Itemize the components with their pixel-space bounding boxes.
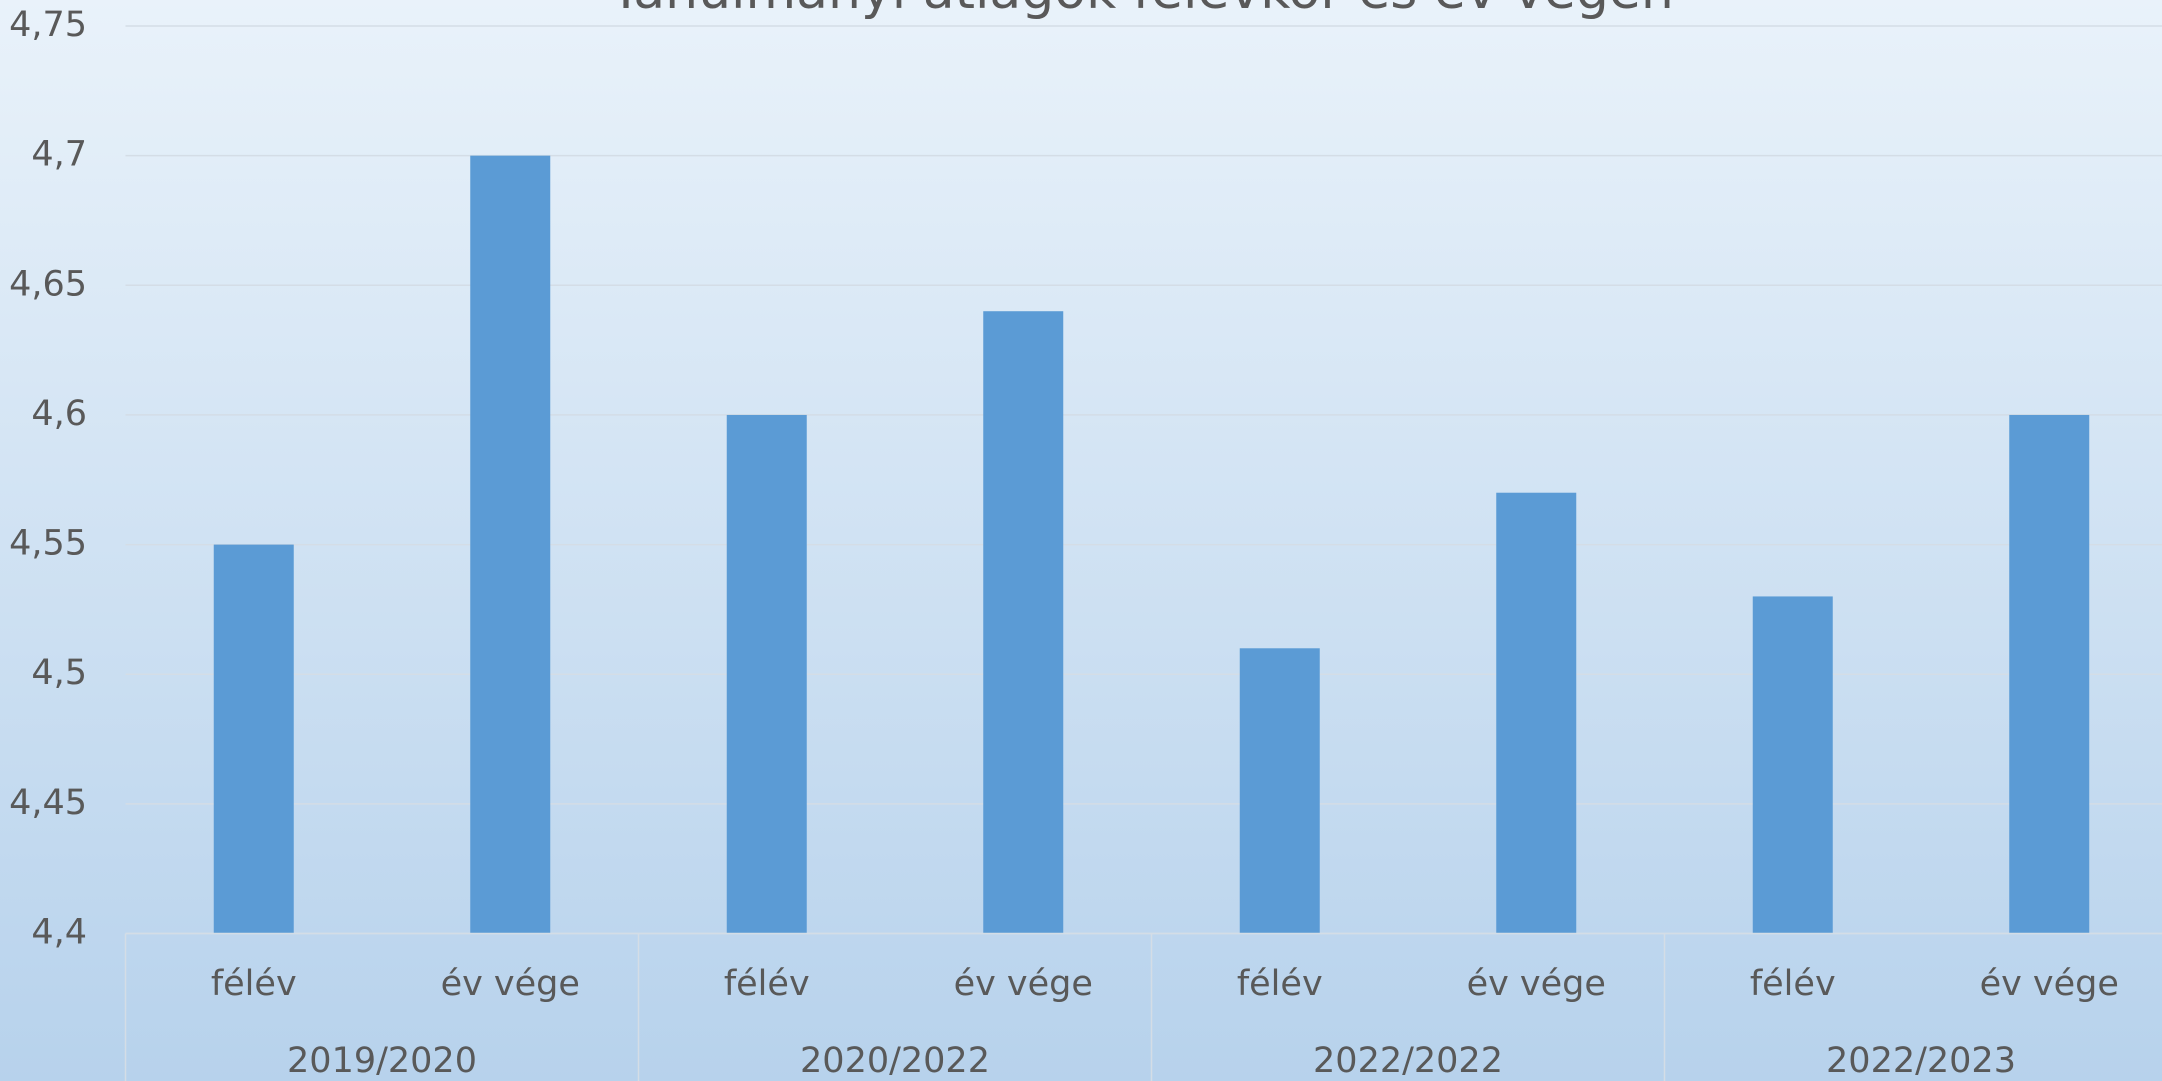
group-label: 2022/2023 [1826,1041,2016,1081]
x-tick-label: év vége [1467,964,1606,1004]
y-tick-label: 4,7 [31,135,87,175]
y-tick-label: 4,55 [9,524,87,564]
bar [1239,648,1320,934]
x-tick-label: félév [724,964,810,1004]
x-tick-label: félév [211,964,297,1004]
y-tick-label: 4,5 [31,653,87,693]
bar [213,544,294,934]
group-label: 2019/2020 [287,1041,477,1081]
x-tick-label: év vége [1980,964,2119,1004]
x-tick-label: év vége [954,964,1093,1004]
group-label: 2022/2022 [1313,1041,1503,1081]
y-tick-label: 4,6 [31,394,87,434]
bar [1752,596,1833,934]
bar [2009,414,2090,934]
x-tick-label: év vége [441,964,580,1004]
y-tick-label: 4,4 [31,913,87,953]
bar [726,414,807,934]
x-tick-label: félév [1750,964,1836,1004]
bar [1496,492,1577,934]
y-tick-label: 4,75 [9,5,87,45]
group-label: 2020/2022 [800,1041,990,1081]
bar [470,155,551,934]
y-tick-label: 4,65 [9,264,87,304]
chart-title: Tanulmányi átlagok félévkor és év végén [609,0,1674,21]
x-tick-label: félév [1237,964,1323,1004]
y-tick-label: 4,45 [9,783,87,823]
bar [983,311,1064,934]
